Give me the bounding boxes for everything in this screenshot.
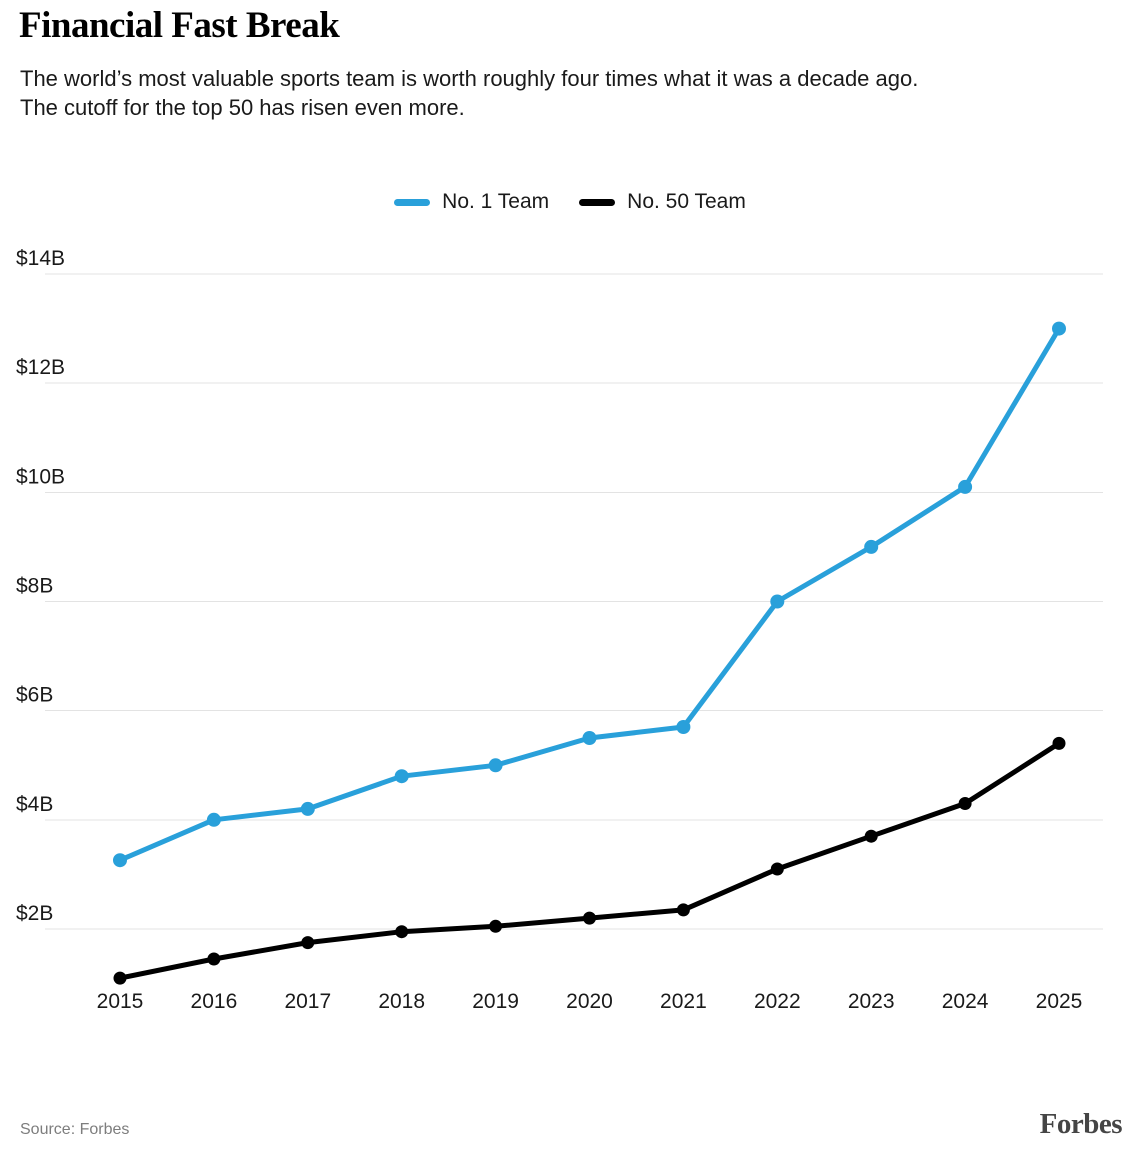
page-title: Financial Fast Break <box>19 5 340 46</box>
data-point-no-50-team-2023 <box>864 829 878 843</box>
x-tick-label-2020: 2020 <box>566 990 613 1013</box>
legend-label-no-1-team: No. 1 Team <box>442 190 550 213</box>
chart-subtitle: The world’s most valuable sports team is… <box>20 64 1130 122</box>
data-point-no-1-team-2023 <box>864 539 879 554</box>
data-point-no-1-team-2021 <box>676 720 691 734</box>
data-point-no-50-team-2021 <box>676 903 690 917</box>
data-point-no-50-team-2016 <box>207 952 221 966</box>
x-tick-label-2025: 2025 <box>1036 990 1083 1013</box>
x-tick-label-2021: 2021 <box>660 990 707 1013</box>
series-line-no-1-team <box>117 326 1062 863</box>
x-tick-label-2017: 2017 <box>284 990 331 1013</box>
series-line-no-50-team <box>117 740 1062 981</box>
legend-item-no-1-team: No. 1 Team <box>394 190 549 214</box>
data-point-no-1-team-2025 <box>1052 321 1066 336</box>
x-tick-label-2024: 2024 <box>942 990 989 1013</box>
x-tick-label-2022: 2022 <box>754 990 801 1013</box>
data-point-no-50-team-2019 <box>489 919 503 933</box>
source-credit: Source: Forbes <box>20 1121 130 1138</box>
legend-item-no-50-team: No. 50 Team <box>579 190 746 214</box>
forbes-logo: Forbes <box>1039 1108 1123 1140</box>
chart-legend: No. 1 Team No. 50 Team <box>0 190 1140 214</box>
data-point-no-50-team-2020 <box>583 911 596 925</box>
x-tick-label-2023: 2023 <box>848 990 895 1013</box>
data-point-no-50-team-2022 <box>770 862 784 876</box>
data-point-no-50-team-2025 <box>1052 736 1066 750</box>
data-point-no-1-team-2015 <box>113 853 127 868</box>
data-point-no-1-team-2017 <box>300 801 315 816</box>
data-point-no-50-team-2018 <box>395 925 409 939</box>
y-tick-label-14b: $14B <box>16 247 65 270</box>
y-tick-label-4b: $4B <box>16 793 53 816</box>
legend-label-no-50-team: No. 50 Team <box>627 190 746 213</box>
data-point-no-50-team-2015 <box>113 971 127 985</box>
y-tick-label-10b: $10B <box>16 465 65 488</box>
y-tick-label-6b: $6B <box>16 684 53 707</box>
data-point-no-1-team-2022 <box>770 594 785 609</box>
subtitle-line-2: The cutoff for the top 50 has risen even… <box>20 95 465 120</box>
x-tick-label-2015: 2015 <box>97 990 144 1013</box>
y-tick-label-8b: $8B <box>16 575 53 598</box>
subtitle-line-1: The world’s most valuable sports team is… <box>20 66 919 91</box>
legend-swatch-no-50-team-icon <box>579 198 616 206</box>
x-tick-label-2018: 2018 <box>378 990 425 1013</box>
data-point-no-50-team-2017 <box>301 936 315 950</box>
x-tick-label-2019: 2019 <box>472 990 519 1013</box>
x-tick-label-2016: 2016 <box>191 990 238 1013</box>
legend-swatch-no-1-team-icon <box>394 198 431 206</box>
y-tick-label-2b: $2B <box>16 902 53 925</box>
data-point-no-1-team-2020 <box>582 731 597 745</box>
data-point-no-1-team-2019 <box>488 758 503 773</box>
data-point-no-50-team-2024 <box>958 797 972 810</box>
y-tick-label-12b: $12B <box>16 356 65 379</box>
data-point-no-1-team-2018 <box>394 769 409 784</box>
data-point-no-1-team-2016 <box>206 812 221 827</box>
data-point-no-1-team-2024 <box>958 479 973 494</box>
